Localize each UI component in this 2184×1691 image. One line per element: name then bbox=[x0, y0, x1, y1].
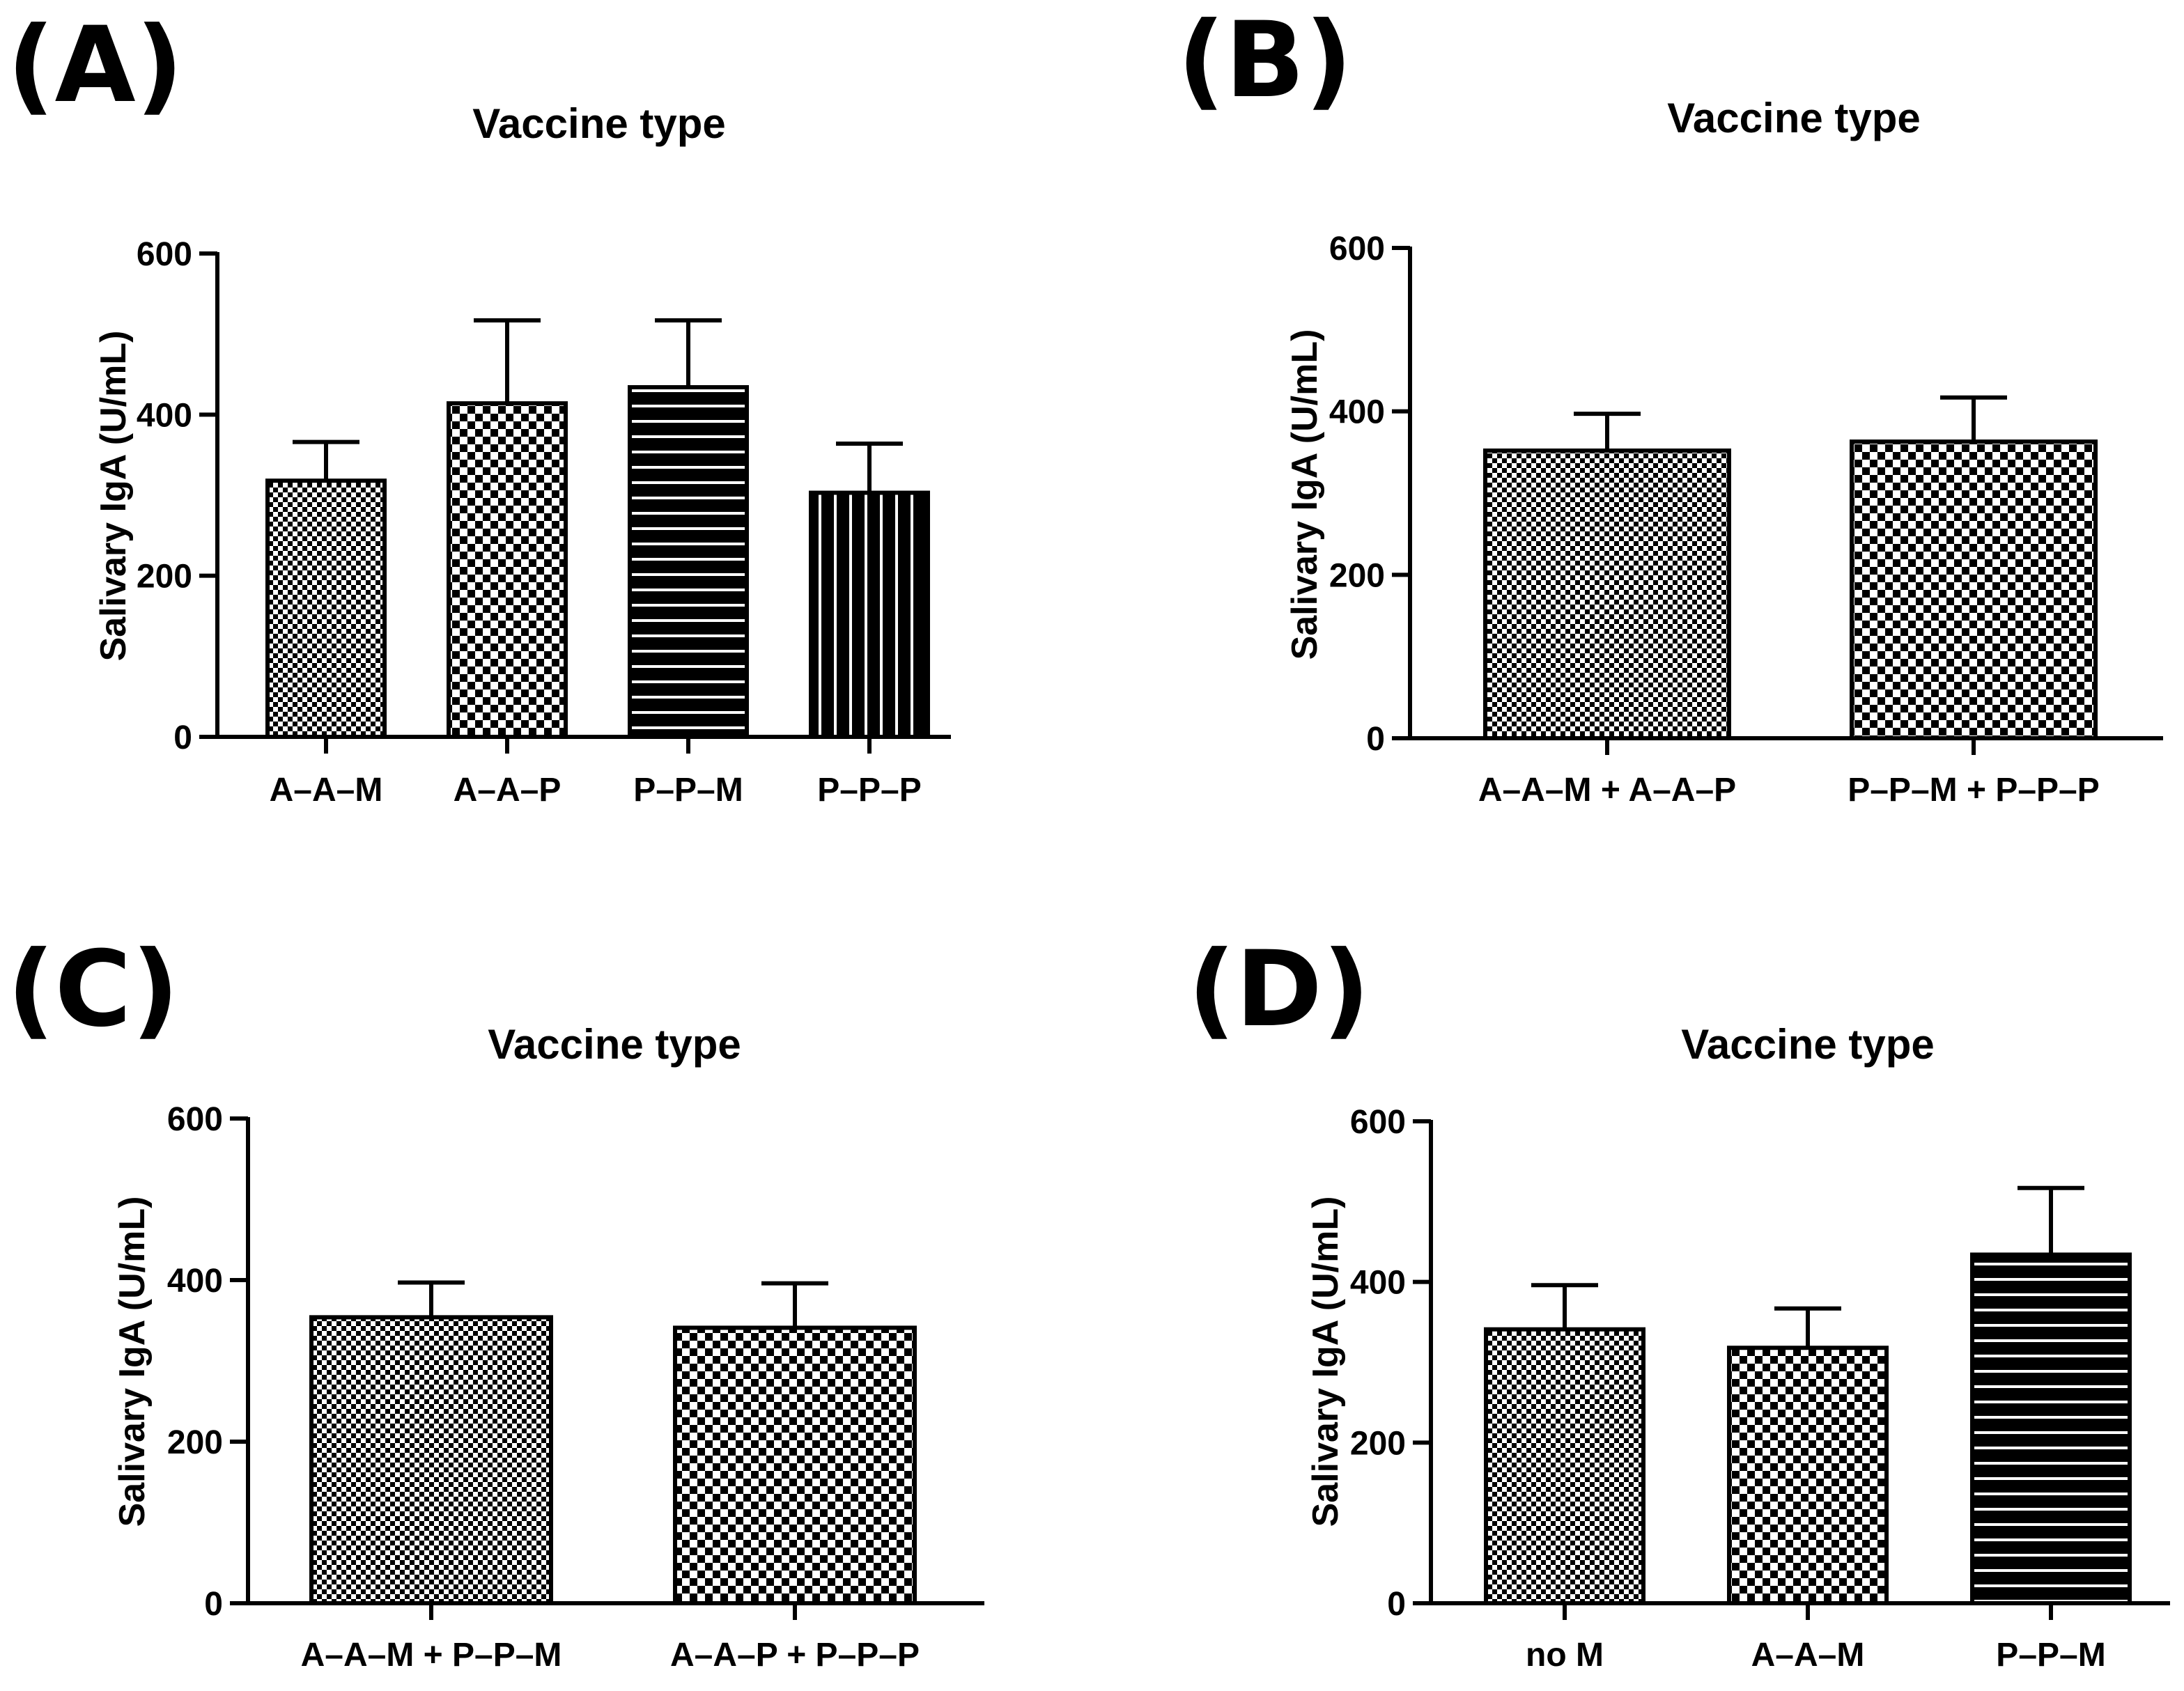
y-tick-label: 600 bbox=[137, 236, 192, 273]
x-tick-label: A–A–M + P–P–M bbox=[301, 1637, 562, 1674]
bar bbox=[447, 401, 568, 739]
y-tick-label: 200 bbox=[1350, 1425, 1406, 1462]
x-tick-label: A–A–M bbox=[1751, 1637, 1865, 1674]
y-axis-label: Salivary IgA (U/mL) bbox=[1285, 329, 1325, 660]
bar bbox=[673, 1325, 917, 1605]
x-tick-label: A–A–P bbox=[454, 772, 562, 809]
y-tick-label: 400 bbox=[1329, 394, 1385, 431]
y-tick-label: 400 bbox=[137, 397, 192, 434]
bar bbox=[1483, 448, 1731, 741]
y-axis-label: Salivary IgA (U/mL) bbox=[1306, 1197, 1346, 1527]
y-tick-label: 600 bbox=[167, 1101, 223, 1138]
bar bbox=[628, 385, 749, 739]
chart-title: Vaccine type bbox=[1681, 1021, 1935, 1068]
y-tick-label: 0 bbox=[1387, 1586, 1406, 1623]
panel-letter: (C) bbox=[7, 929, 179, 1050]
bar bbox=[1970, 1252, 2132, 1606]
y-tick-label: 0 bbox=[1366, 721, 1385, 758]
chart-title: Vaccine type bbox=[472, 100, 726, 147]
y-axis-label: Salivary IgA (U/mL) bbox=[112, 1197, 153, 1527]
plot-area: 0 200 400 600 no M A–A–M P–P–M bbox=[1350, 1104, 2170, 1674]
y-tick-label: 400 bbox=[167, 1263, 223, 1300]
x-tick-label: A–A–M + A–A–P bbox=[1478, 772, 1736, 809]
y-tick-label: 400 bbox=[1350, 1265, 1406, 1302]
x-tick-label: A–A–P + P–P–P bbox=[670, 1637, 920, 1674]
y-tick-label: 600 bbox=[1350, 1104, 1406, 1141]
x-tick-label: A–A–M bbox=[270, 772, 383, 809]
plot-area: 0 200 400 600 A–A–M + P–P–M A–A–P + P–P–P bbox=[167, 1101, 984, 1674]
y-tick-label: 200 bbox=[137, 559, 192, 595]
x-tick-label: no M bbox=[1526, 1637, 1604, 1674]
y-tick-label: 200 bbox=[167, 1424, 223, 1461]
panel-letter: (D) bbox=[1188, 929, 1370, 1050]
y-tick-label: 0 bbox=[173, 719, 192, 756]
plot-area: 0 200 400 600 A–A–M A–A–P P–P–M P–P–P bbox=[137, 236, 951, 809]
bar bbox=[1484, 1327, 1645, 1606]
y-axis-label: Salivary IgA (U/mL) bbox=[93, 331, 134, 662]
bar bbox=[809, 490, 930, 740]
x-tick-label: P–P–M + P–P–P bbox=[1848, 772, 2100, 809]
plot-area: 0 200 400 600 A–A–M + A–A–P P–P–M + P–P–P bbox=[1329, 231, 2163, 809]
y-tick-label: 0 bbox=[204, 1586, 223, 1623]
panel-c: (C) Vaccine type Salivary IgA (U/mL) 0 20… bbox=[7, 929, 984, 1674]
x-tick-label: P–P–P bbox=[817, 772, 921, 809]
chart-title: Vaccine type bbox=[1667, 95, 1921, 141]
panel-letter: (A) bbox=[7, 5, 183, 126]
panel-a: (A) Vaccine type Salivary IgA (U/mL) 0 20… bbox=[7, 5, 951, 809]
x-tick-label: P–P–M bbox=[633, 772, 743, 809]
panel-d: (D) Vaccine type Salivary IgA (U/mL) 0 20… bbox=[1188, 929, 2170, 1674]
panel-b: (B) Vaccine type Salivary IgA (U/mL) 0 20… bbox=[1177, 0, 2163, 809]
chart-title: Vaccine type bbox=[488, 1021, 741, 1068]
bar bbox=[265, 478, 387, 739]
panel-letter: (B) bbox=[1177, 0, 1352, 121]
bar bbox=[1727, 1346, 1889, 1605]
y-tick-label: 600 bbox=[1329, 231, 1385, 267]
bar bbox=[309, 1315, 553, 1605]
x-tick-label: P–P–M bbox=[1996, 1637, 2105, 1674]
bar bbox=[1850, 439, 2098, 741]
y-tick-label: 200 bbox=[1329, 557, 1385, 594]
